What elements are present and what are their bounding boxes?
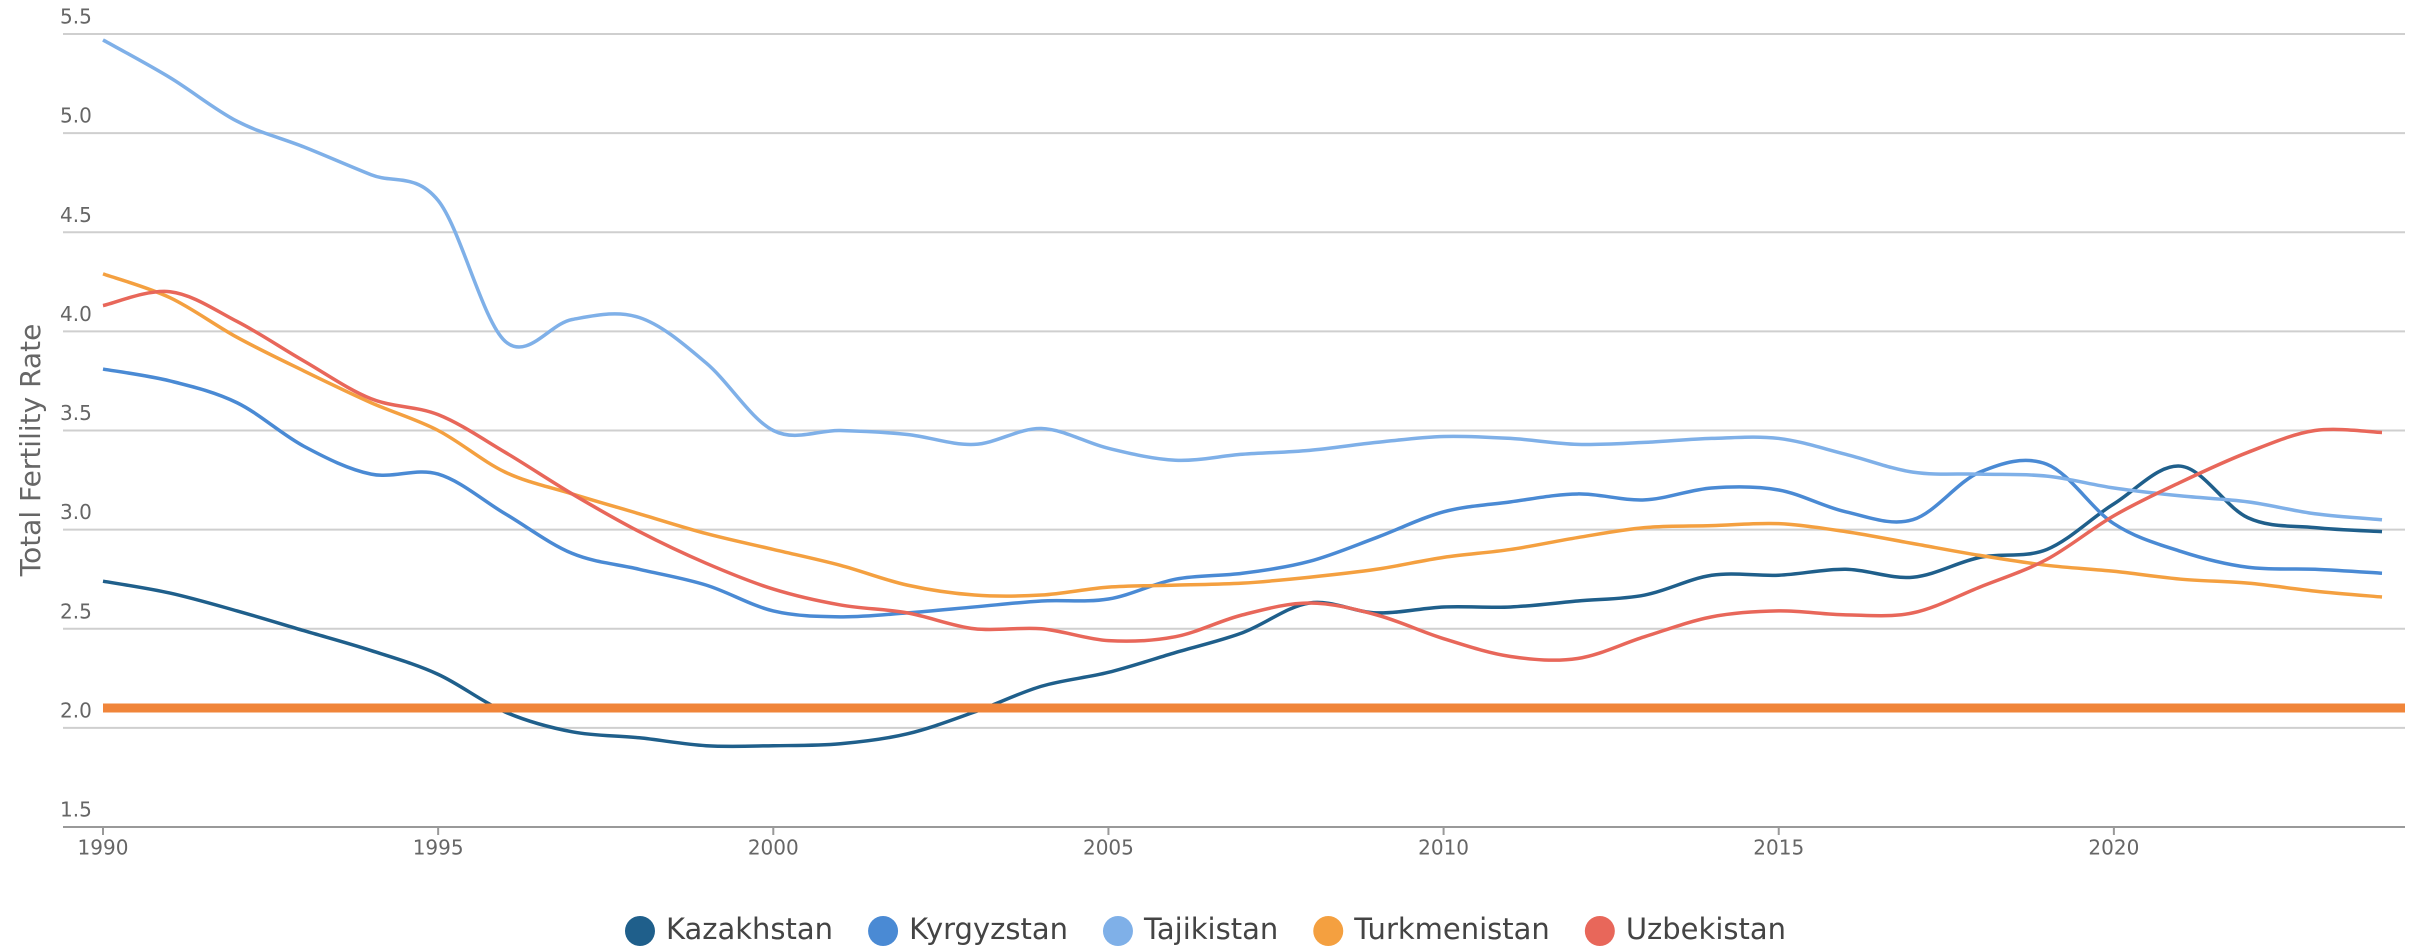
legend-swatch [624,916,655,946]
legend-label: Kazakhstan [666,912,833,946]
series-line [102,272,2383,599]
legend-label: Turkmenistan [1353,912,1550,946]
x-tick-label: 2015 [1753,836,1804,860]
legend-label: Tajikistan [1143,912,1278,946]
x-tick-label: 1990 [78,836,129,860]
x-tick-label: 1995 [413,836,464,860]
series-line [102,289,2383,662]
series-line [102,38,2383,522]
x-tick-label: 2005 [1083,836,1134,860]
legend-swatch [868,916,899,946]
y-tick-label: 3.0 [60,500,92,524]
y-tick-label: 3.5 [60,401,92,425]
x-tick-label: 2000 [748,836,799,860]
y-tick-label: 2.0 [60,698,92,722]
y-tick-label: 4.5 [60,203,92,227]
legend: Kazakhstan Kyrgyzstan Tajikistan Turkmenist… [624,912,1786,946]
legend-label: Kyrgyzstan [909,912,1068,946]
y-tick-label: 1.5 [60,798,92,822]
legend-swatch [1584,916,1615,946]
legend-swatch [1102,916,1133,946]
series-line [102,367,2383,619]
x-tick-label: 2020 [2088,836,2139,860]
y-axis-title: Total Fertility Rate [14,324,47,578]
y-tick-label: 5.5 [60,5,92,29]
legend-label: Uzbekistan [1626,912,1786,946]
y-tick-label: 2.5 [60,599,92,623]
x-tick-label: 2010 [1418,836,1469,860]
legend-swatch [1313,916,1344,946]
y-tick-label: 4.0 [60,302,92,326]
y-tick-label: 5.0 [60,104,92,128]
